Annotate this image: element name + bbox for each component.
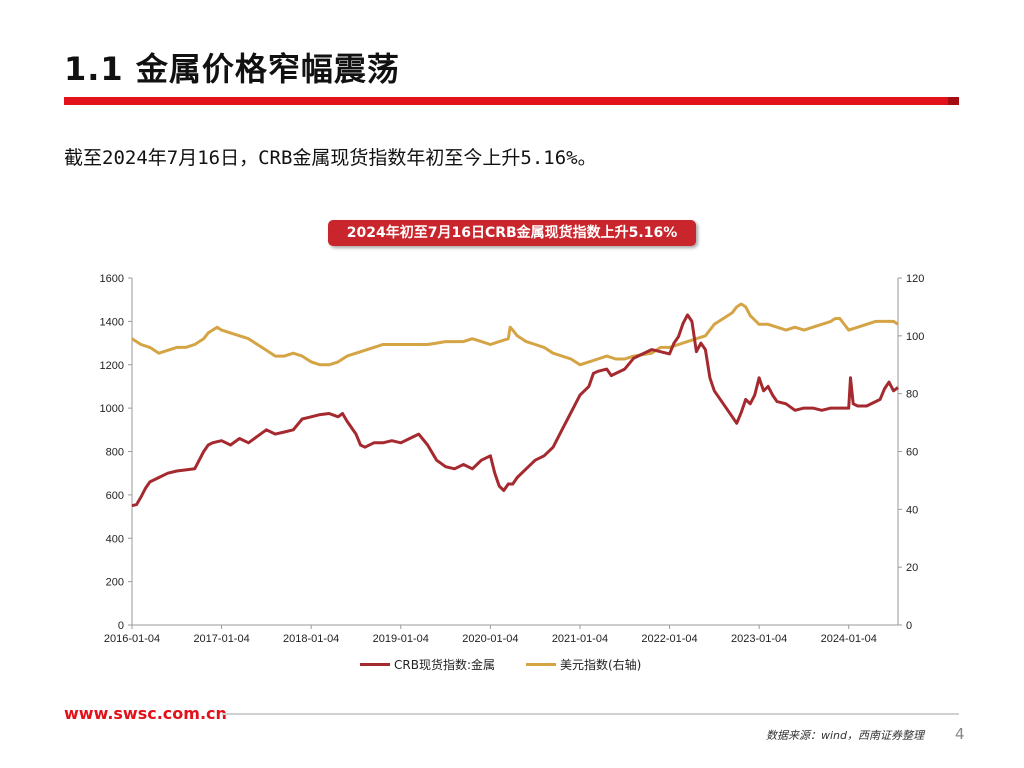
y-tick-label-left: 1200 <box>100 360 124 372</box>
x-tick-label: 2024-01-04 <box>821 633 877 645</box>
series-layer <box>131 302 899 508</box>
data-source: 数据来源：wind，西南证券整理 <box>766 729 925 742</box>
description-text: 截至2024年7月16日，CRB金属现货指数年初至今上升5.16%。 <box>64 147 597 169</box>
y-tick-label-left: 1400 <box>100 316 124 328</box>
x-tick-label: 2020-01-04 <box>462 633 518 645</box>
x-tick-label: 2017-01-04 <box>193 633 249 645</box>
footer-url[interactable]: www.swsc.com.cn <box>64 704 227 723</box>
y-tick-label-left: 200 <box>106 577 124 589</box>
y-tick-label-left: 800 <box>106 447 124 459</box>
x-tick-label: 2022-01-04 <box>641 633 697 645</box>
y-tick-label-left: 1600 <box>100 273 124 285</box>
y-tick-label-left: 1000 <box>100 403 124 415</box>
series-line-crb <box>131 313 899 508</box>
x-tick-label: 2019-01-04 <box>373 633 429 645</box>
legend-swatch-usd <box>526 663 556 666</box>
y-tick-label-left: 400 <box>106 533 124 545</box>
legend-label-crb: CRB现货指数:金属 <box>394 658 495 672</box>
chart-title-badge: 2024年初至7月16日CRB金属现货指数上升5.16% <box>328 220 696 246</box>
legend-item-usd: 美元指数(右轴) <box>526 656 641 673</box>
legend-swatch-crb <box>360 663 390 666</box>
y-tick-label-right: 40 <box>906 504 918 516</box>
tick-labels-layer: 0 200 400 600 800 1000 1200 1400 1600 0 20 40 60 80 10… <box>100 273 925 645</box>
y-tick-label-right: 20 <box>906 562 918 574</box>
legend-label-usd: 美元指数(右轴) <box>560 658 642 672</box>
y-tick-label-right: 0 <box>906 620 912 632</box>
y-tick-label-right: 100 <box>906 331 924 343</box>
axes-layer <box>128 277 902 629</box>
title-underline-end <box>948 97 959 105</box>
line-chart: 0 200 400 600 800 1000 1200 1400 1600 0 20 40 60 80 10… <box>100 273 925 645</box>
footer-divider <box>222 713 959 715</box>
x-tick-label: 2023-01-04 <box>731 633 787 645</box>
page-title: 1.1 金属价格窄幅震荡 <box>64 50 400 88</box>
x-tick-label: 2016-01-04 <box>104 633 160 645</box>
page-number: 4 <box>955 725 965 743</box>
y-tick-label-right: 120 <box>906 273 924 285</box>
title-underline <box>64 97 959 105</box>
legend-item-crb: CRB现货指数:金属 <box>360 656 495 673</box>
y-tick-label-left: 0 <box>118 620 124 632</box>
y-tick-label-left: 600 <box>106 490 124 502</box>
y-tick-label-right: 60 <box>906 447 918 459</box>
x-tick-label: 2021-01-04 <box>552 633 608 645</box>
x-tick-label: 2018-01-04 <box>283 633 339 645</box>
y-tick-label-right: 80 <box>906 389 918 401</box>
series-line-usd <box>131 302 899 367</box>
